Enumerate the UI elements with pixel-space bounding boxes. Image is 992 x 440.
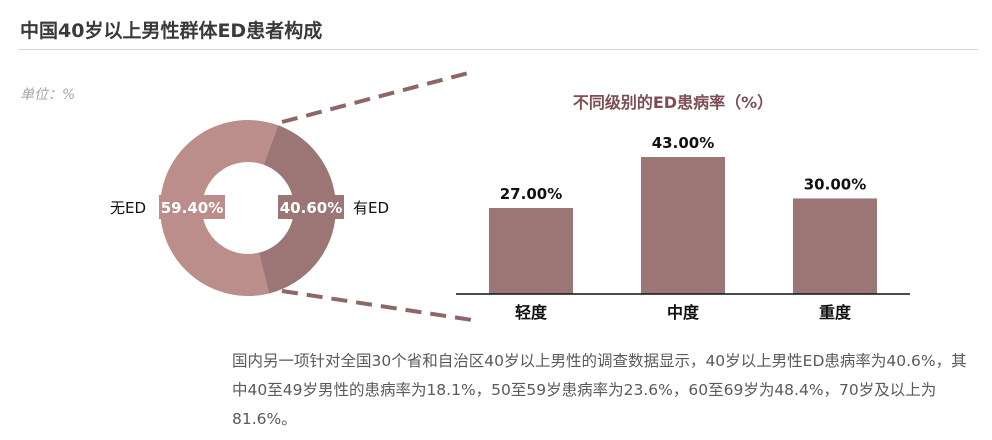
donut-value-label-box bbox=[278, 195, 344, 219]
bar-value-label: 30.00% bbox=[804, 175, 866, 193]
bar bbox=[793, 198, 877, 294]
description-text: 国内另一项针对全国30个省和自治区40岁以上男性的调查数据显示，40岁以上男性E… bbox=[232, 352, 967, 428]
bar-chart: 27.00% 轻度 43.00% 中度 30.00% 重度 bbox=[456, 134, 910, 322]
bar bbox=[641, 157, 725, 294]
donut-category-label: 有ED bbox=[353, 199, 389, 217]
bar-value-label: 27.00% bbox=[500, 185, 562, 203]
donut-value-label-box bbox=[159, 195, 225, 219]
donut-value-label: 59.40% bbox=[161, 199, 223, 217]
donut-segment-no-ed bbox=[159, 119, 279, 297]
title-divider bbox=[18, 49, 978, 50]
donut-category-label: 无ED bbox=[110, 199, 146, 217]
connector-dashed-line bbox=[281, 70, 473, 124]
page-title: 中国40岁以上男性群体ED患者构成 bbox=[20, 20, 323, 42]
bar bbox=[489, 207, 573, 294]
bar-chart-title: 不同级别的ED患病率（%） bbox=[573, 93, 773, 112]
donut-chart: 59.40% 无ED 40.60% 有ED bbox=[110, 119, 389, 297]
connector-dashed-line bbox=[281, 289, 473, 322]
donut-value-label: 40.60% bbox=[280, 199, 342, 217]
connector-lines bbox=[281, 70, 473, 322]
bar-category-label: 轻度 bbox=[515, 303, 548, 322]
bar-category-label: 中度 bbox=[667, 303, 700, 322]
bar-value-label: 43.00% bbox=[652, 134, 714, 152]
chart-canvas: 59.40% 无ED 40.60% 有ED 不同级别的ED患病率（%） 27.00% 轻… bbox=[110, 70, 910, 322]
bar-category-label: 重度 bbox=[819, 303, 852, 322]
unit-label: 单位：% bbox=[20, 87, 76, 103]
